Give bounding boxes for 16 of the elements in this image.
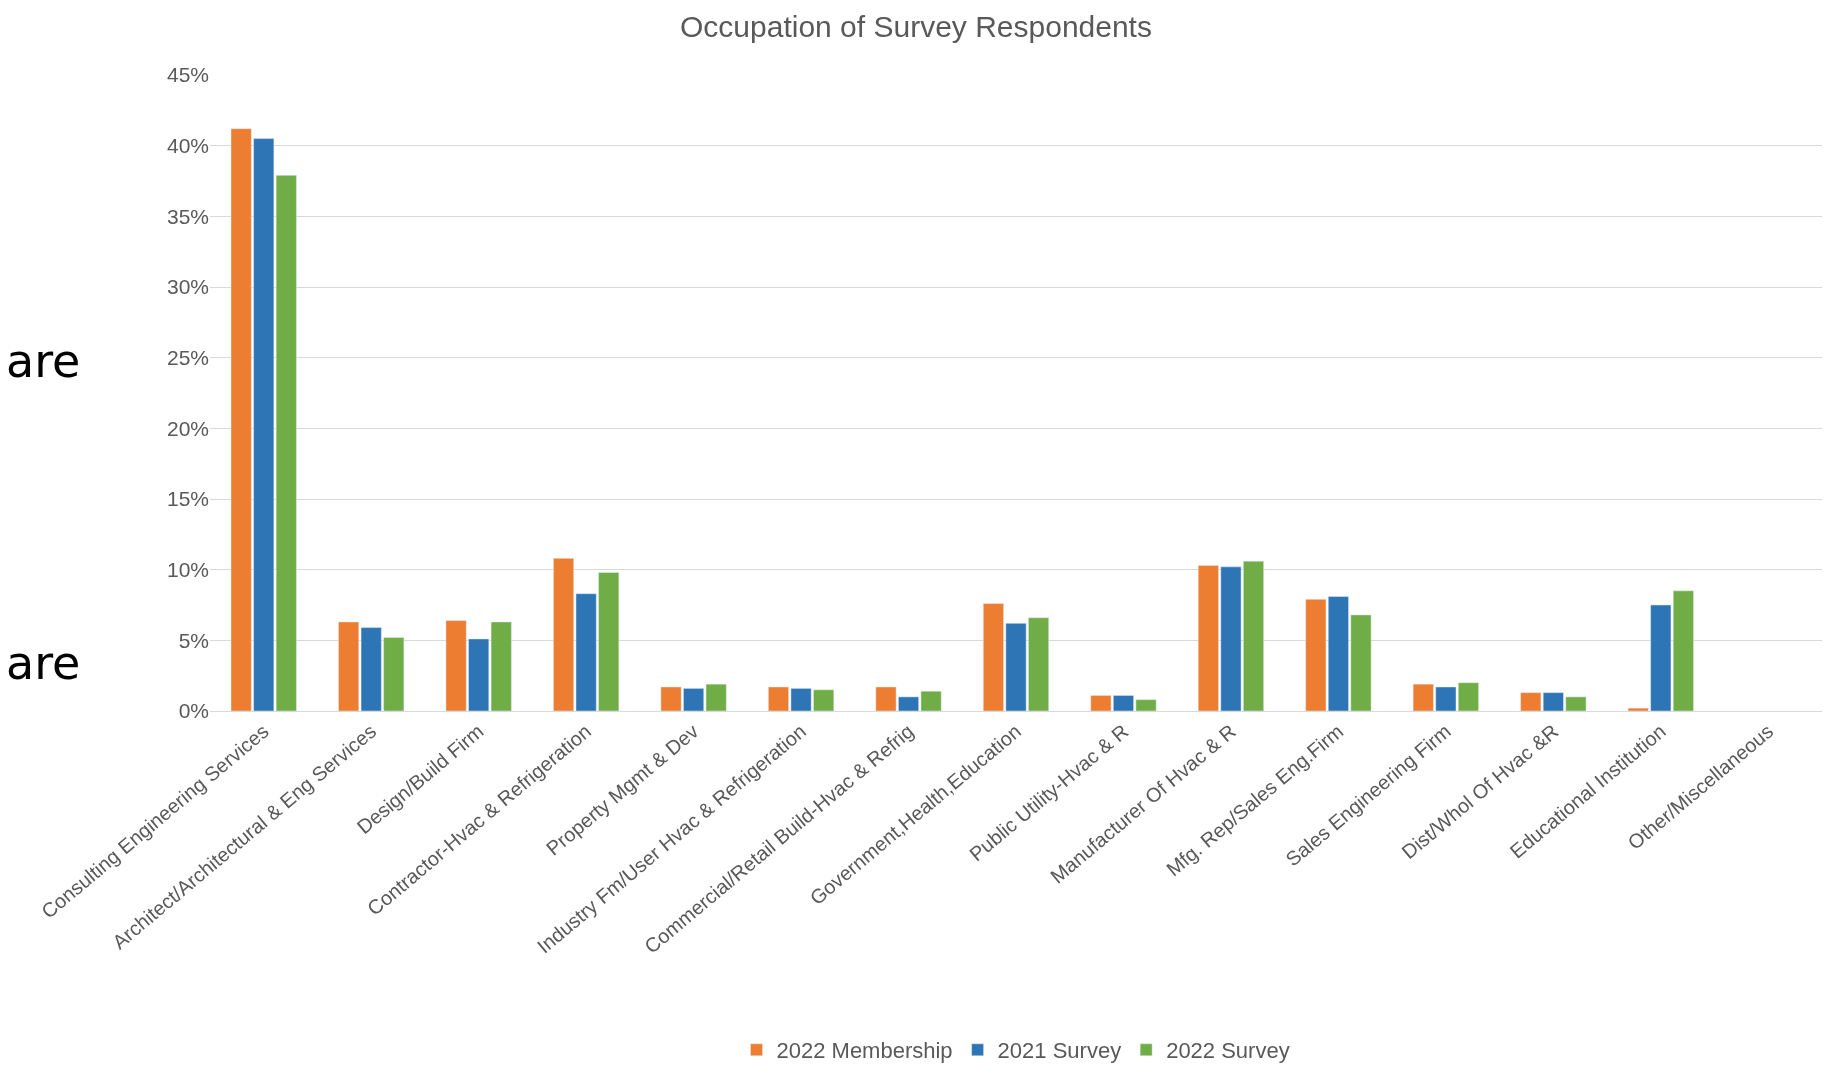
y-tick-label: 0% [178,699,209,723]
y-tick-label: 30% [166,275,209,299]
legend-label: 2022 Survey [1166,1038,1290,1064]
text: are [6,334,81,388]
y-tick-label: 5% [178,628,209,652]
y-tick-label: 25% [166,346,209,370]
y-tick-label: 20% [166,416,209,440]
legend-label: 2022 Membership [776,1038,953,1064]
text: are [6,636,81,690]
y-tick-label: 40% [166,134,209,158]
legend-label: 2021 Survey [997,1038,1122,1064]
y-tick-label: 45% [166,63,209,87]
chart-title: Occupation of Survey Respondents [680,10,1152,44]
y-tick-label: 10% [166,558,209,582]
y-tick-label: 15% [166,487,209,511]
y-tick-label: 35% [166,204,209,228]
